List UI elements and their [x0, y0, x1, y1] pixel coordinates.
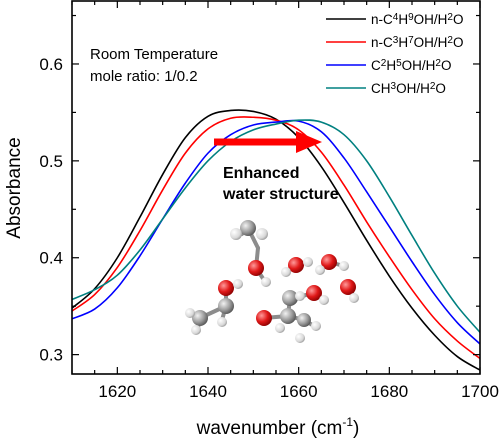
atom — [295, 333, 305, 343]
x-tick-label: 1660 — [280, 382, 318, 401]
y-axis-label: Absorbance — [4, 137, 25, 238]
atom — [339, 261, 349, 271]
atom — [233, 279, 243, 289]
atom — [230, 228, 242, 240]
x-tick-label: 1700 — [461, 382, 499, 401]
atom — [303, 257, 313, 267]
y-tick-label: 0.6 — [39, 55, 63, 74]
molecule-illustration — [185, 220, 359, 343]
x-tick-label: 1620 — [98, 382, 136, 401]
y-tick-label: 0.3 — [39, 346, 63, 365]
atom — [191, 325, 201, 335]
conditions-line-2: mole ratio: 1/0.2 — [90, 68, 198, 85]
arrow-label-line-1: Enhanced — [223, 165, 299, 182]
atom — [256, 228, 268, 240]
legend-entry: n-C3H7OH/H2O — [371, 35, 463, 50]
series-line-0 — [72, 109, 480, 371]
atom — [185, 308, 195, 318]
atom — [256, 310, 272, 326]
atom — [217, 317, 227, 327]
atom — [192, 310, 208, 326]
y-axis: 0.3 0.4 0.5 0.6 — [39, 14, 480, 365]
legend-entry: C2H5OH/H2O — [371, 58, 451, 73]
atom — [288, 257, 304, 273]
series-line-1 — [72, 116, 480, 360]
atom — [218, 280, 234, 296]
atom — [248, 260, 264, 276]
atom — [319, 295, 329, 305]
shift-arrow — [214, 131, 322, 153]
atom — [282, 290, 298, 306]
atom — [306, 285, 322, 301]
series-layer — [72, 109, 480, 371]
atom — [218, 298, 234, 314]
y-tick-label: 0.4 — [39, 249, 63, 268]
x-tick-label: 1640 — [189, 382, 227, 401]
x-tick-label: 1680 — [370, 382, 408, 401]
atom — [275, 323, 285, 333]
atom — [315, 265, 325, 275]
legend: n-C4H9OH/H2O n-C3H7OH/H2O C2H5OH/H2O CH3OH/… — [326, 12, 463, 96]
series-line-2 — [72, 119, 480, 345]
legend-entry: CH3OH/H2O — [371, 81, 446, 96]
atom — [349, 293, 359, 303]
arrow-label-line-2: water structure — [222, 186, 339, 203]
series-line-3 — [72, 119, 480, 333]
atom — [281, 267, 291, 277]
atom — [297, 313, 311, 327]
atom — [321, 254, 337, 270]
conditions-line-1: Room Temperature — [90, 46, 218, 63]
atom — [311, 321, 321, 331]
atom — [295, 291, 305, 301]
atom — [280, 308, 296, 324]
legend-entry: n-C4H9OH/H2O — [371, 12, 463, 27]
atom — [240, 220, 256, 236]
atom — [340, 279, 356, 295]
y-tick-label: 0.5 — [39, 152, 63, 171]
atom — [261, 277, 271, 287]
x-axis-label: wavenumber (cm-1) — [196, 415, 360, 439]
x-axis: 1620 1640 1660 1680 1700 — [71, 1, 499, 401]
